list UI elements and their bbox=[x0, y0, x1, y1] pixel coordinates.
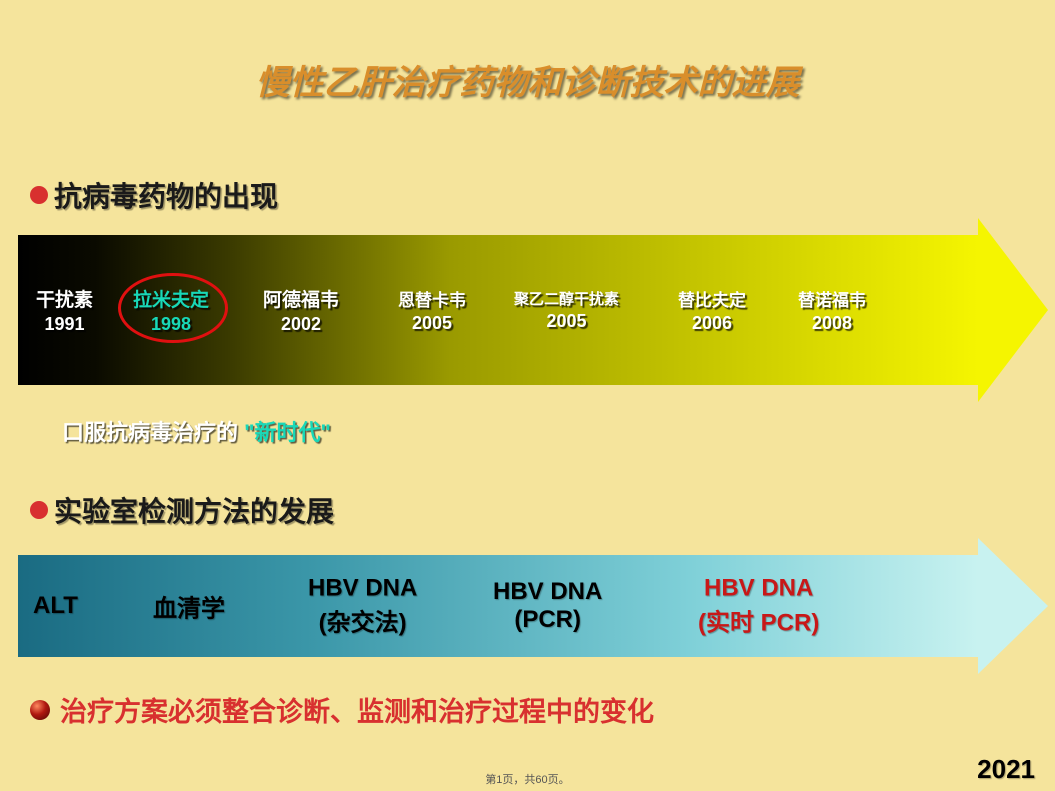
lab-item-line2: (PCR) bbox=[493, 606, 602, 634]
subnote: 口服抗病毒治疗的 "新时代" bbox=[62, 415, 331, 447]
timeline-item-year: 2005 bbox=[398, 313, 466, 334]
pager: 第1页，共60页。 bbox=[0, 771, 1055, 787]
highlight-circle-icon bbox=[118, 273, 228, 343]
section-1-heading: 抗病毒药物的出现 bbox=[30, 175, 278, 215]
lab-item-line1: HBV DNA bbox=[698, 575, 819, 603]
bullet-sphere-icon bbox=[30, 700, 50, 720]
page-title: 慢性乙肝治疗药物和诊断技术的进展 bbox=[0, 0, 1055, 104]
bullet-icon bbox=[30, 501, 48, 519]
timeline-item-name: 聚乙二醇干扰素 bbox=[514, 288, 619, 309]
section-2-heading: 实验室检测方法的发展 bbox=[30, 490, 334, 530]
section-2-text: 实验室检测方法的发展 bbox=[54, 490, 334, 530]
subnote-plain: 口服抗病毒治疗的 bbox=[62, 420, 244, 445]
lab-item: HBV DNA(实时 PCR) bbox=[698, 575, 819, 638]
slide: 慢性乙肝治疗药物和诊断技术的进展 抗病毒药物的出现 干扰素1991拉米夫定199… bbox=[0, 0, 1055, 791]
lab-item: HBV DNA(杂交法) bbox=[308, 575, 417, 638]
lab-item: ALT bbox=[33, 592, 78, 620]
section-3-text: 治疗方案必须整合诊断、监测和治疗过程中的变化 bbox=[60, 690, 654, 729]
lab-item-line1: HBV DNA bbox=[493, 578, 602, 606]
timeline-item-year: 2005 bbox=[514, 311, 619, 332]
timeline-item-year: 2006 bbox=[678, 313, 746, 334]
timeline-item-year: 2008 bbox=[798, 313, 866, 334]
timeline-arrow: 干扰素1991拉米夫定1998阿德福韦2002恩替卡韦2005聚乙二醇干扰素20… bbox=[18, 235, 978, 385]
lab-item: 血清学 bbox=[153, 589, 225, 624]
lab-item-line1: ALT bbox=[33, 592, 78, 620]
timeline-item: 替比夫定2006 bbox=[678, 286, 746, 334]
timeline-item-year: 1991 bbox=[36, 314, 93, 335]
timeline-item: 恩替卡韦2005 bbox=[398, 286, 466, 334]
lab-item-line2: (杂交法) bbox=[308, 603, 417, 638]
timeline-item-name: 恩替卡韦 bbox=[398, 286, 466, 311]
lab-item: HBV DNA(PCR) bbox=[493, 578, 602, 634]
section-1-text: 抗病毒药物的出现 bbox=[54, 175, 278, 215]
timeline-item-year: 2002 bbox=[263, 314, 339, 335]
bullet-icon bbox=[30, 186, 48, 204]
timeline-item: 阿德福韦2002 bbox=[263, 285, 339, 335]
lab-item-line1: HBV DNA bbox=[308, 575, 417, 603]
timeline-item-name: 阿德福韦 bbox=[263, 285, 339, 312]
subnote-emph: "新时代" bbox=[244, 420, 331, 445]
timeline-item-name: 替比夫定 bbox=[678, 286, 746, 311]
section-3-heading: 治疗方案必须整合诊断、监测和治疗过程中的变化 bbox=[30, 690, 654, 729]
lab-items: ALT血清学HBV DNA(杂交法)HBV DNA(PCR)HBV DNA(实时… bbox=[18, 555, 978, 657]
arrow-head-icon bbox=[978, 218, 1048, 402]
corner-year: 2021 bbox=[977, 754, 1035, 785]
lab-body: ALT血清学HBV DNA(杂交法)HBV DNA(PCR)HBV DNA(实时… bbox=[18, 555, 978, 657]
arrow-head-icon bbox=[978, 538, 1048, 674]
timeline-item: 替诺福韦2008 bbox=[798, 286, 866, 334]
timeline-body: 干扰素1991拉米夫定1998阿德福韦2002恩替卡韦2005聚乙二醇干扰素20… bbox=[18, 235, 978, 385]
timeline-item-name: 替诺福韦 bbox=[798, 286, 866, 311]
lab-item-line1: 血清学 bbox=[153, 589, 225, 624]
lab-arrow: ALT血清学HBV DNA(杂交法)HBV DNA(PCR)HBV DNA(实时… bbox=[18, 555, 978, 657]
timeline-item: 聚乙二醇干扰素2005 bbox=[514, 288, 619, 332]
lab-item-line2: (实时 PCR) bbox=[698, 603, 819, 638]
timeline-item: 干扰素1991 bbox=[36, 285, 93, 335]
timeline-item-name: 干扰素 bbox=[36, 285, 93, 312]
